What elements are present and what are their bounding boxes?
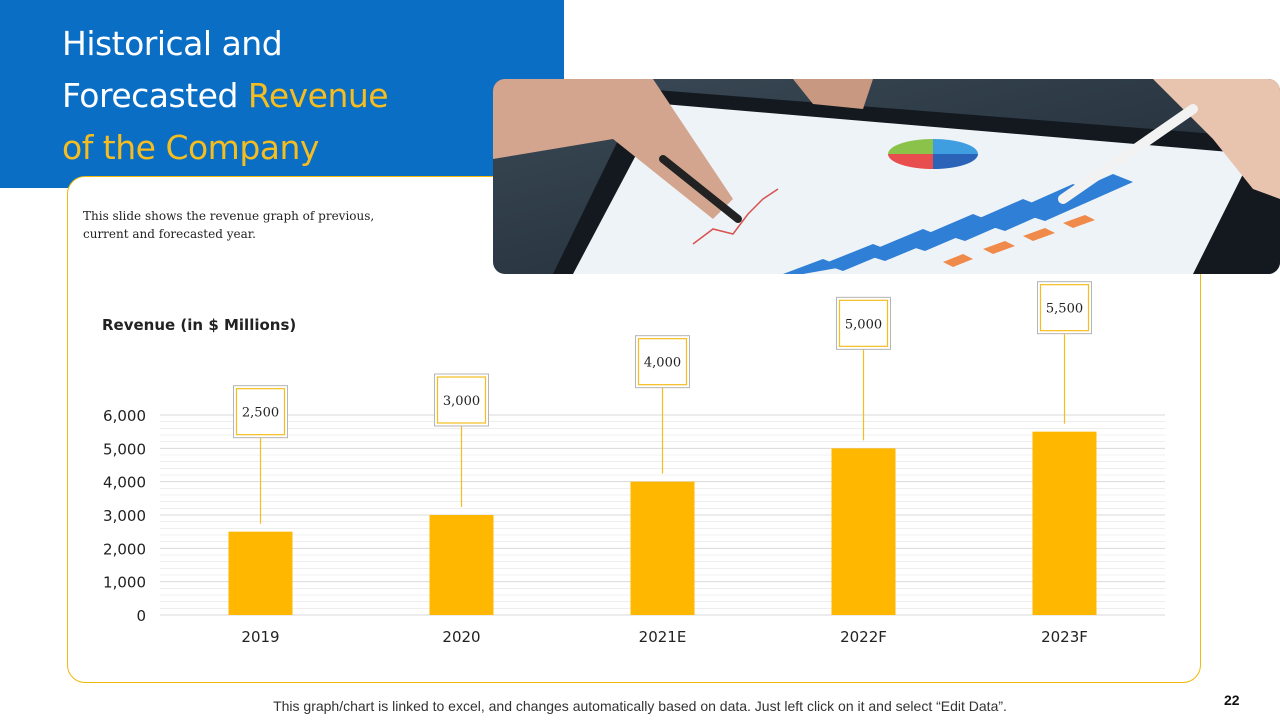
data-label: 4,000 xyxy=(644,356,681,371)
tablet-chart-photo-image xyxy=(493,79,1280,274)
y-axis-ticks: 0 1,000 2,000 3,000 4,000 5,000 6,000 xyxy=(103,407,146,625)
data-label: 5,500 xyxy=(1046,302,1083,317)
y-tick-label: 3,000 xyxy=(103,507,146,525)
y-tick-label: 1,000 xyxy=(103,574,146,592)
footer-note: This graph/chart is linked to excel, and… xyxy=(273,698,1007,714)
y-tick-label: 0 xyxy=(136,607,146,625)
x-tick-label: 2020 xyxy=(442,628,480,646)
chart-data-labels: 2,500 3,000 4,000 5,000 5,500 xyxy=(233,281,1092,524)
x-tick-label: 2023F xyxy=(1041,628,1088,646)
data-label: 2,500 xyxy=(242,406,279,421)
business-photo xyxy=(493,79,1280,274)
bar-2023F xyxy=(1032,431,1097,615)
bar-2019 xyxy=(228,531,293,615)
callout-box xyxy=(235,388,286,436)
chart-bars xyxy=(228,431,1097,615)
x-axis-ticks: 2019 2020 2021E 2022F 2023F xyxy=(241,628,1088,646)
bar-2022F xyxy=(831,448,896,615)
slide-title: Historical and Forecasted Revenue of the… xyxy=(62,18,389,174)
title-line-1: Historical and xyxy=(62,24,283,63)
title-line-2-accent: Revenue xyxy=(247,76,389,115)
data-label: 5,000 xyxy=(845,317,882,332)
callout-box xyxy=(436,376,487,424)
data-label: 3,000 xyxy=(443,394,480,409)
y-tick-label: 6,000 xyxy=(103,407,146,425)
chart-title: Revenue (in $ Millions) xyxy=(102,316,297,334)
callout-box xyxy=(838,299,889,347)
bar-2021E xyxy=(630,481,695,615)
title-banner: Historical and Forecasted Revenue of the… xyxy=(0,0,564,188)
x-tick-label: 2021E xyxy=(639,628,687,646)
x-tick-label: 2022F xyxy=(840,628,887,646)
page-number: 22 xyxy=(1224,692,1240,708)
x-tick-label: 2019 xyxy=(241,628,279,646)
callout-box xyxy=(1039,284,1090,332)
title-line-2-plain: Forecasted xyxy=(62,76,248,115)
y-tick-label: 5,000 xyxy=(103,440,146,458)
bar-2020 xyxy=(429,515,494,615)
y-tick-label: 4,000 xyxy=(103,474,146,492)
callout-box xyxy=(637,338,688,386)
slide-description: This slide shows the revenue graph of pr… xyxy=(83,209,375,241)
title-line-3-accent: of the Company xyxy=(62,128,319,167)
y-tick-label: 2,000 xyxy=(103,540,146,558)
